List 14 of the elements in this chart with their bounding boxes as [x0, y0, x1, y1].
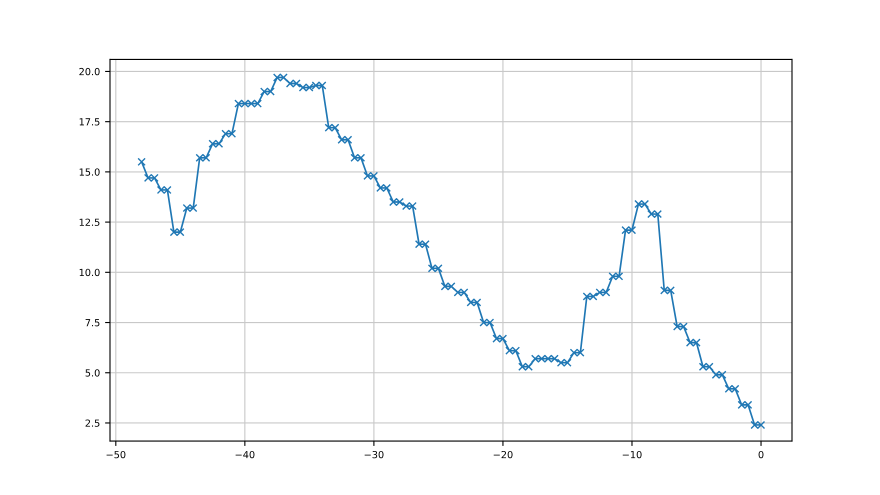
x-tick-label: −20: [494, 450, 513, 458]
y-tick-label: 5.0: [86, 369, 100, 377]
x-tick-label: −40: [236, 450, 254, 458]
y-tick-label: 10.0: [80, 268, 100, 276]
y-tick-label: 15.0: [80, 168, 100, 176]
x-tick-label: −30: [364, 450, 384, 458]
x-tick-label: −10: [622, 450, 642, 458]
y-tick-label: 2.5: [86, 419, 100, 427]
y-tick-label: 12.5: [80, 218, 100, 226]
x-tick-label: 0: [758, 450, 764, 458]
y-tick-label: 17.5: [80, 118, 100, 126]
y-tick-label: 20.0: [79, 68, 100, 76]
y-tick-label: 7.5: [86, 319, 100, 326]
x-tick-label: −50: [106, 450, 126, 458]
